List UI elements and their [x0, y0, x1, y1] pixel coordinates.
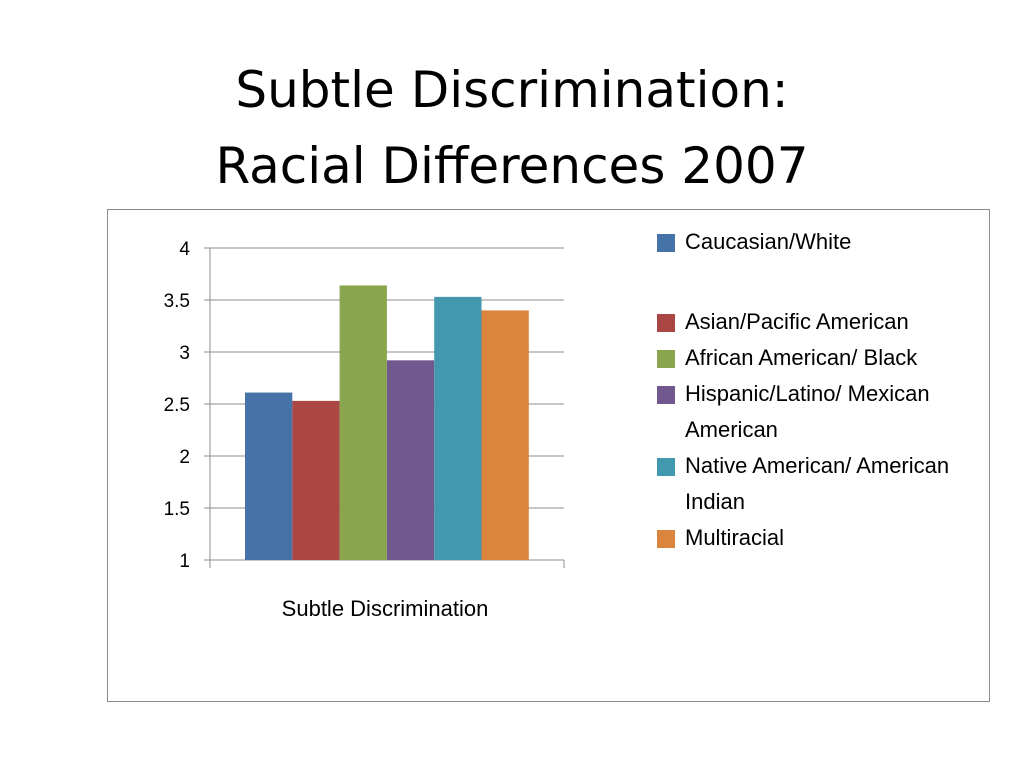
legend-label: Native American/ American Indian: [685, 453, 950, 514]
chart-frame: 1 1.5 2 2.5 3 3.5 4 Subtle Discrimination Cauc…: [107, 209, 990, 702]
y-tick-label: 1: [179, 551, 190, 572]
legend-swatch: [657, 350, 675, 368]
legend-swatch: [657, 234, 675, 252]
legend-label: Caucasian/White: [685, 229, 852, 254]
legend-item: Multiracial: [657, 520, 977, 556]
legend-swatch: [657, 458, 675, 476]
legend-item: Hispanic/Latino/ Mexican American: [657, 376, 977, 448]
bar-native-american-american-indian: [434, 296, 482, 560]
legend-swatch: [657, 530, 675, 548]
chart-legend: Caucasian/White Asian/Pacific American Afr…: [657, 224, 977, 556]
legend-label: African American/ Black: [685, 345, 918, 370]
legend-label: Hispanic/Latino/ Mexican American: [685, 381, 930, 442]
x-axis-label: Subtle Discrimination: [282, 596, 489, 621]
bar-caucasian-white: [245, 392, 293, 560]
y-tick-label: 2.5: [164, 395, 190, 416]
bar-african-american-black: [339, 285, 387, 560]
legend-label: Multiracial: [685, 525, 785, 550]
legend-swatch: [657, 386, 675, 404]
y-tick-label: 1.5: [164, 499, 190, 520]
legend-item: Caucasian/White: [657, 224, 977, 260]
title-line-1: Subtle Discrimination:: [235, 61, 789, 119]
legend-swatch: [657, 314, 675, 332]
legend-item: Asian/Pacific American: [657, 304, 977, 340]
y-tick-label: 2: [179, 447, 190, 468]
y-tick-label: 4: [179, 239, 190, 260]
y-tick-label: 3.5: [164, 291, 190, 312]
slide-title: Subtle Discrimination: Racial Difference…: [0, 52, 1024, 204]
title-line-2: Racial Differences 2007: [215, 137, 809, 195]
bar-multiracial: [481, 310, 529, 560]
legend-label: Asian/Pacific American: [685, 309, 909, 334]
bar-chart: 1 1.5 2 2.5 3 3.5 4 Subtle Discrimination: [164, 239, 565, 621]
y-tick-label: 3: [179, 343, 190, 364]
legend-item: African American/ Black: [657, 340, 977, 376]
legend-item: Native American/ American Indian: [657, 448, 977, 520]
bar-hispanic-latino-mexican-american: [386, 360, 435, 560]
bar-asian-pacific-american: [292, 400, 340, 560]
